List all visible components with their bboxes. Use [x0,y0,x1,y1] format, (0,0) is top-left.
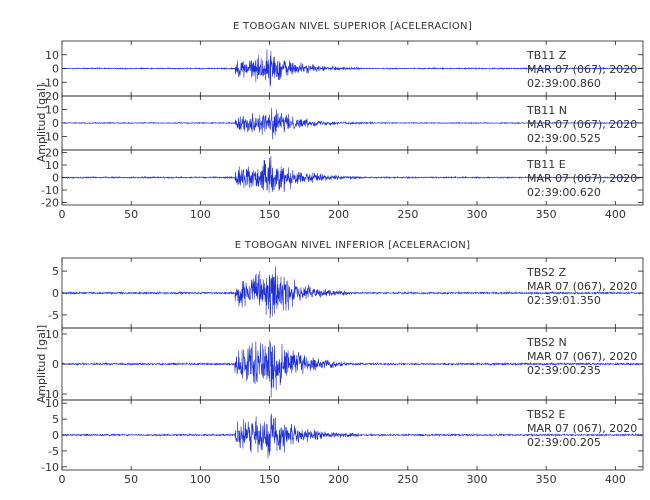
x-tick-label: 0 [59,473,66,486]
x-tick-label: 200 [328,208,349,221]
y-tick-label: 0 [52,117,59,130]
record-date-label: MAR 07 (067), 2020 [527,118,637,131]
y-tick-label: -10 [41,184,59,197]
station-component-label: TB11 E [526,158,566,171]
x-tick-label: 350 [536,208,557,221]
x-tick-label: 300 [467,473,488,486]
x-tick-label: 100 [190,208,211,221]
x-tick-label: 50 [124,473,138,486]
waveform-trace [61,108,644,140]
y-tick-label: -5 [48,445,59,458]
x-tick-label: 400 [605,208,626,221]
waveform-trace [61,155,644,193]
y-tick-label: 5 [52,265,59,278]
station-component-label: TBS2 N [526,336,567,349]
station-component-label: TB11 Z [526,49,567,62]
x-tick-label: 250 [397,208,418,221]
record-time-label: 02:39:00.620 [527,186,601,199]
y-tick-label: -10 [41,76,59,89]
x-tick-label: 50 [124,208,138,221]
y-tick-label: -10 [41,461,59,474]
x-tick-label: 300 [467,208,488,221]
y-tick-label: 5 [52,413,59,426]
y-tick-label: 0 [52,287,59,300]
y-tick-label: 10 [45,159,59,172]
x-tick-label: 150 [259,473,280,486]
x-tick-label: 100 [190,473,211,486]
y-tick-label: 10 [45,104,59,117]
y-tick-label: 0 [52,172,59,185]
record-date-label: MAR 07 (067), 2020 [527,422,637,435]
chart-title: E TOBOGAN NIVEL INFERIOR [ACELERACION] [235,240,471,251]
y-tick-label: 10 [45,397,59,410]
y-tick-label: 0 [52,63,59,76]
y-tick-label: 0 [52,429,59,442]
x-tick-label: 0 [59,208,66,221]
y-axis-label: Amplitud [gal] [35,325,48,403]
station-component-label: TBS2 E [526,408,566,421]
y-tick-label: -10 [41,388,59,401]
record-time-label: 02:39:00.205 [527,436,601,449]
x-tick-label: 400 [605,473,626,486]
x-tick-label: 150 [259,208,280,221]
x-tick-label: 250 [397,473,418,486]
waveform-trace [61,340,644,398]
y-axis-label: Amplitud [gal] [35,84,48,162]
waveform-trace [61,266,644,319]
record-date-label: MAR 07 (067), 2020 [527,280,637,293]
record-time-label: 02:39:00.525 [527,132,601,145]
station-component-label: TBS2 Z [526,266,567,279]
y-tick-label: 20 [45,147,59,160]
y-tick-label: 20 [45,90,59,103]
record-time-label: 02:39:00.860 [527,77,601,90]
station-component-label: TB11 N [526,104,567,117]
chart-title: E TOBOGAN NIVEL SUPERIOR [ACELERACION] [233,21,472,32]
x-tick-label: 200 [328,473,349,486]
x-tick-label: 350 [536,473,557,486]
waveform-trace [61,413,644,459]
record-date-label: MAR 07 (067), 2020 [527,63,637,76]
y-tick-label: 10 [45,328,59,341]
y-tick-label: 10 [45,49,59,62]
y-tick-label: -10 [41,131,59,144]
record-date-label: MAR 07 (067), 2020 [527,172,637,185]
chart-1: E TOBOGAN NIVEL SUPERIOR [ACELERACION] Am… [35,21,644,221]
chart-2: E TOBOGAN NIVEL INFERIOR [ACELERACION] Am… [35,240,644,486]
record-time-label: 02:39:00.235 [527,364,601,377]
waveform-trace [61,49,644,87]
y-tick-label: -20 [41,197,59,210]
record-date-label: MAR 07 (067), 2020 [527,350,637,363]
y-tick-label: -5 [48,309,59,322]
y-tick-label: 0 [52,358,59,371]
record-time-label: 02:39:01.350 [527,294,601,307]
